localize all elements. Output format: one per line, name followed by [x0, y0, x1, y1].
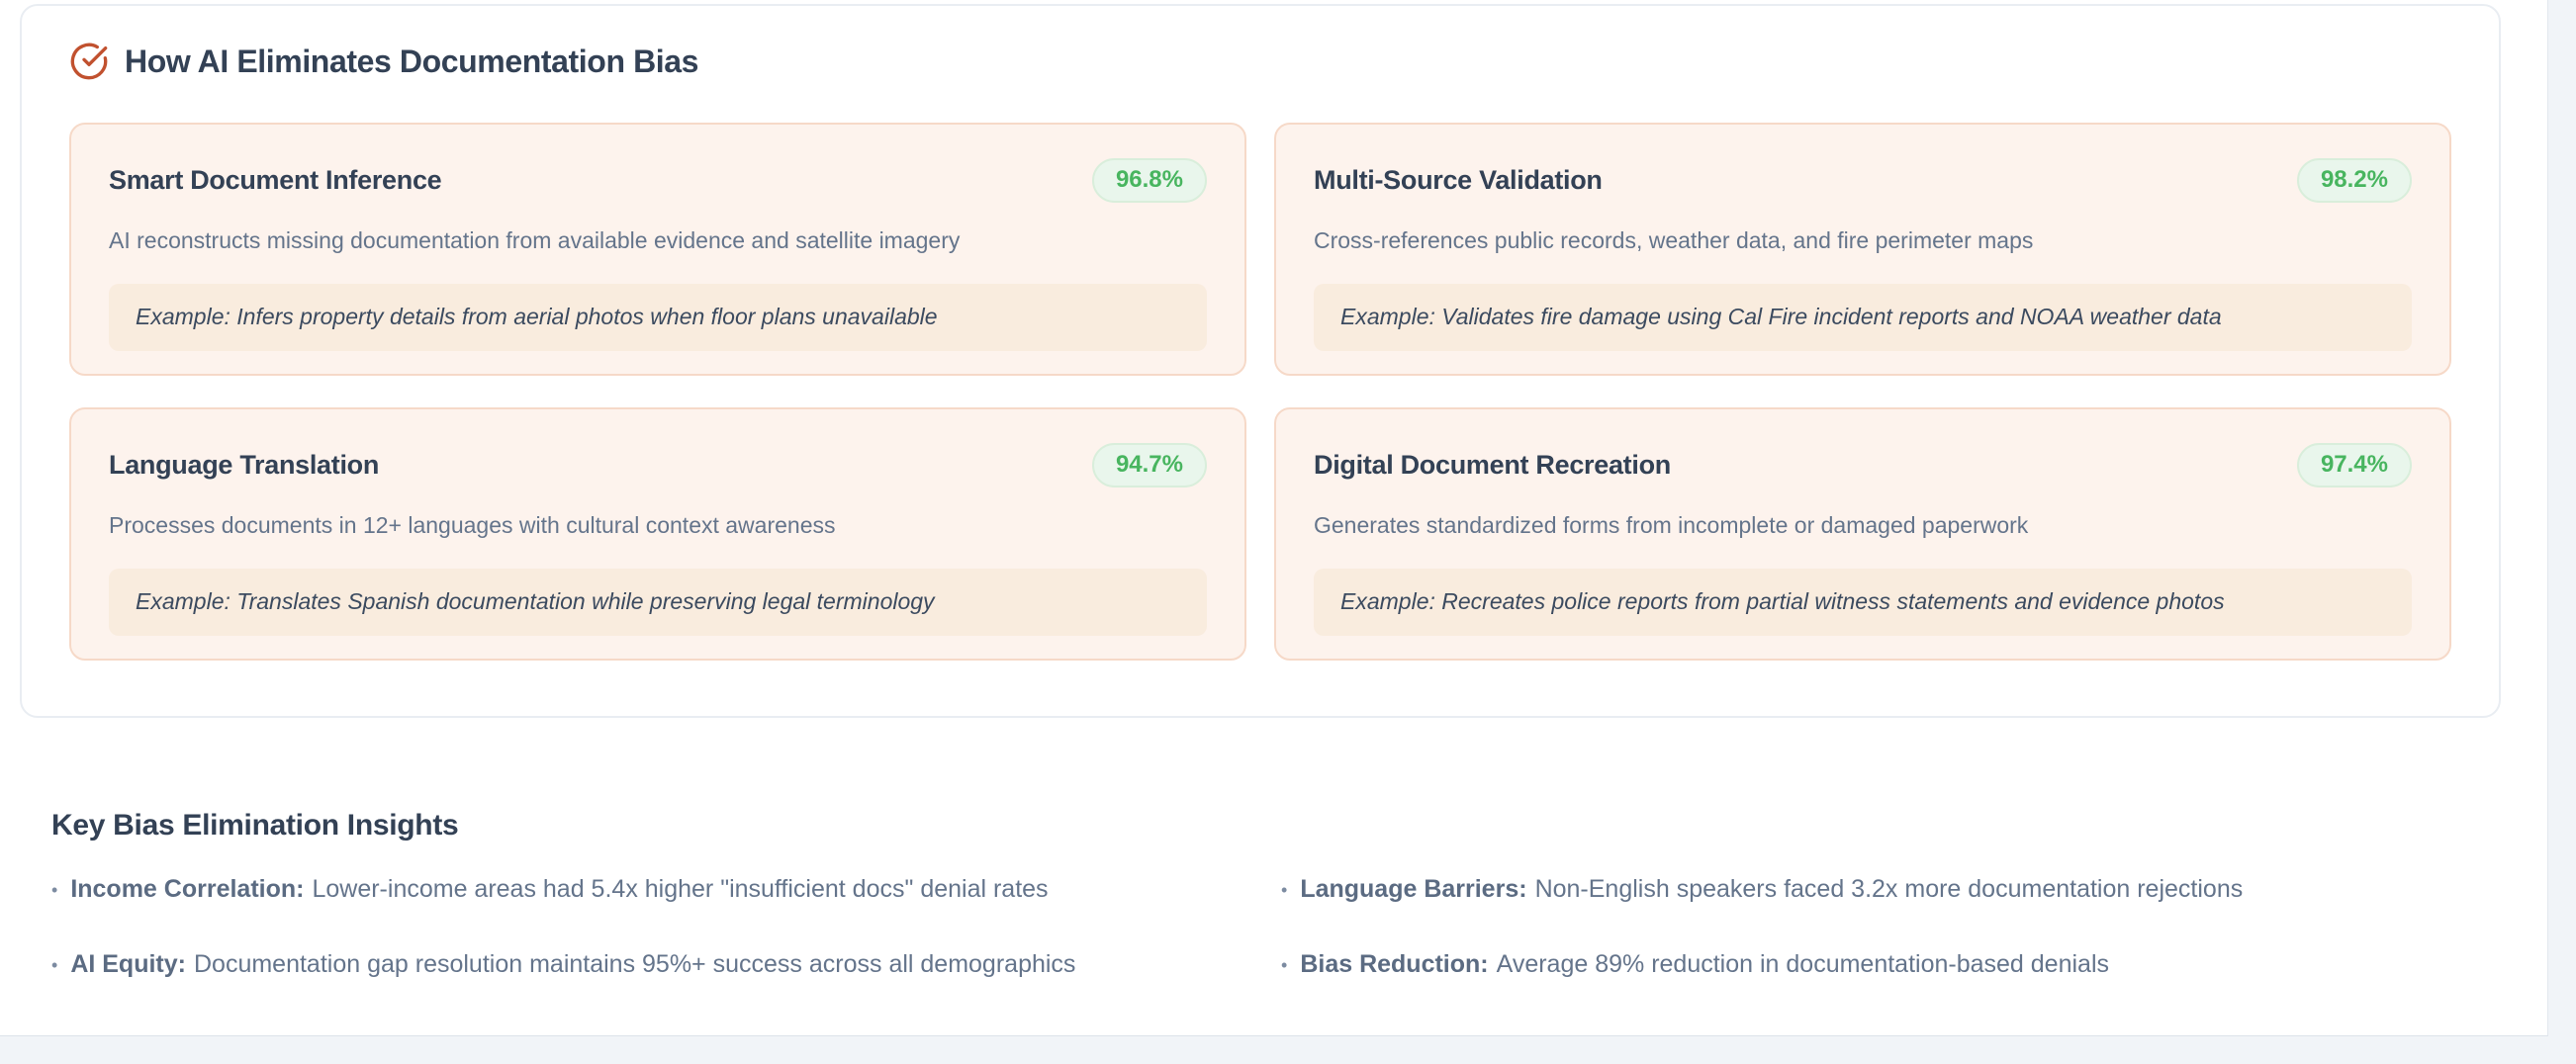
card-digital-document-recreation: Digital Document Recreation 97.4% Genera… [1274, 407, 2451, 661]
insight-text: Income Correlation: Lower-income areas ha… [70, 874, 1048, 905]
insight-value: Average 89% reduction in documentation-b… [1496, 950, 2110, 979]
card-title: Language Translation [109, 449, 380, 480]
insight-text: Bias Reduction: Average 89% reduction in … [1300, 949, 2109, 980]
card-example: Example: Infers property details from ae… [109, 283, 1207, 351]
card-example: Example: Validates fire damage using Cal… [1314, 283, 2412, 351]
insight-value: Documentation gap resolution maintains 9… [193, 950, 1076, 979]
card-title: Smart Document Inference [109, 164, 442, 195]
capability-cards-grid: Smart Document Inference 96.8% AI recons… [69, 123, 2451, 661]
insight-text: Language Barriers: Non-English speakers f… [1300, 874, 2243, 905]
bullet-icon: • [1281, 880, 1288, 900]
key-insights-section: Key Bias Elimination Insights • Income C… [51, 809, 2445, 982]
success-rate-badge: 96.8% [1091, 158, 1207, 203]
card-example: Example: Recreates police reports from p… [1314, 568, 2412, 636]
panel-header: How AI Eliminates Documentation Bias [69, 42, 2451, 81]
insight-label: Income Correlation: [70, 875, 305, 903]
success-rate-badge: 97.4% [2296, 443, 2412, 488]
insight-label: Bias Reduction: [1300, 950, 1489, 979]
insight-language-barriers: • Language Barriers: Non-English speakers… [1281, 874, 2445, 906]
card-title: Digital Document Recreation [1314, 449, 1671, 480]
card-description: Cross-references public records, weather… [1314, 226, 2034, 253]
card-description: Processes documents in 12+ languages wit… [109, 511, 836, 538]
card-header: Multi-Source Validation 98.2% [1314, 158, 2412, 203]
bullet-icon: • [51, 955, 58, 976]
insight-value: Lower-income areas had 5.4x higher "insu… [312, 875, 1049, 903]
card-title: Multi-Source Validation [1314, 164, 1603, 195]
card-header: Language Translation 94.7% [109, 443, 1207, 488]
insight-ai-equity: • AI Equity: Documentation gap resolution… [51, 949, 1281, 981]
card-header: Smart Document Inference 96.8% [109, 158, 1207, 203]
insight-label: Language Barriers: [1300, 875, 1527, 903]
card-description: Generates standardized forms from incomp… [1314, 511, 2029, 538]
insights-heading: Key Bias Elimination Insights [51, 809, 459, 842]
check-circle-icon [70, 43, 108, 80]
card-description: AI reconstructs missing documentation fr… [109, 226, 961, 253]
card-smart-document-inference: Smart Document Inference 96.8% AI recons… [69, 123, 1246, 376]
page-content-area: How AI Eliminates Documentation Bias Sma… [0, 0, 2548, 1036]
insight-value: Non-English speakers faced 3.2x more doc… [1534, 875, 2244, 903]
panel-title: How AI Eliminates Documentation Bias [125, 43, 699, 79]
bullet-icon: • [1281, 955, 1288, 976]
ai-bias-panel: How AI Eliminates Documentation Bias Sma… [20, 4, 2501, 718]
card-language-translation: Language Translation 94.7% Processes doc… [69, 407, 1246, 661]
card-example: Example: Translates Spanish documentatio… [109, 568, 1207, 636]
card-multi-source-validation: Multi-Source Validation 98.2% Cross-refe… [1274, 123, 2451, 376]
insight-income-correlation: • Income Correlation: Lower-income areas … [51, 874, 1281, 906]
insight-label: AI Equity: [70, 950, 186, 979]
insight-bias-reduction: • Bias Reduction: Average 89% reduction i… [1281, 949, 2445, 981]
success-rate-badge: 98.2% [2296, 158, 2412, 203]
card-header: Digital Document Recreation 97.4% [1314, 443, 2412, 488]
insights-grid: • Income Correlation: Lower-income areas … [51, 874, 2445, 982]
bullet-icon: • [51, 880, 58, 900]
insight-text: AI Equity: Documentation gap resolution m… [70, 949, 1075, 980]
success-rate-badge: 94.7% [1091, 443, 1207, 488]
